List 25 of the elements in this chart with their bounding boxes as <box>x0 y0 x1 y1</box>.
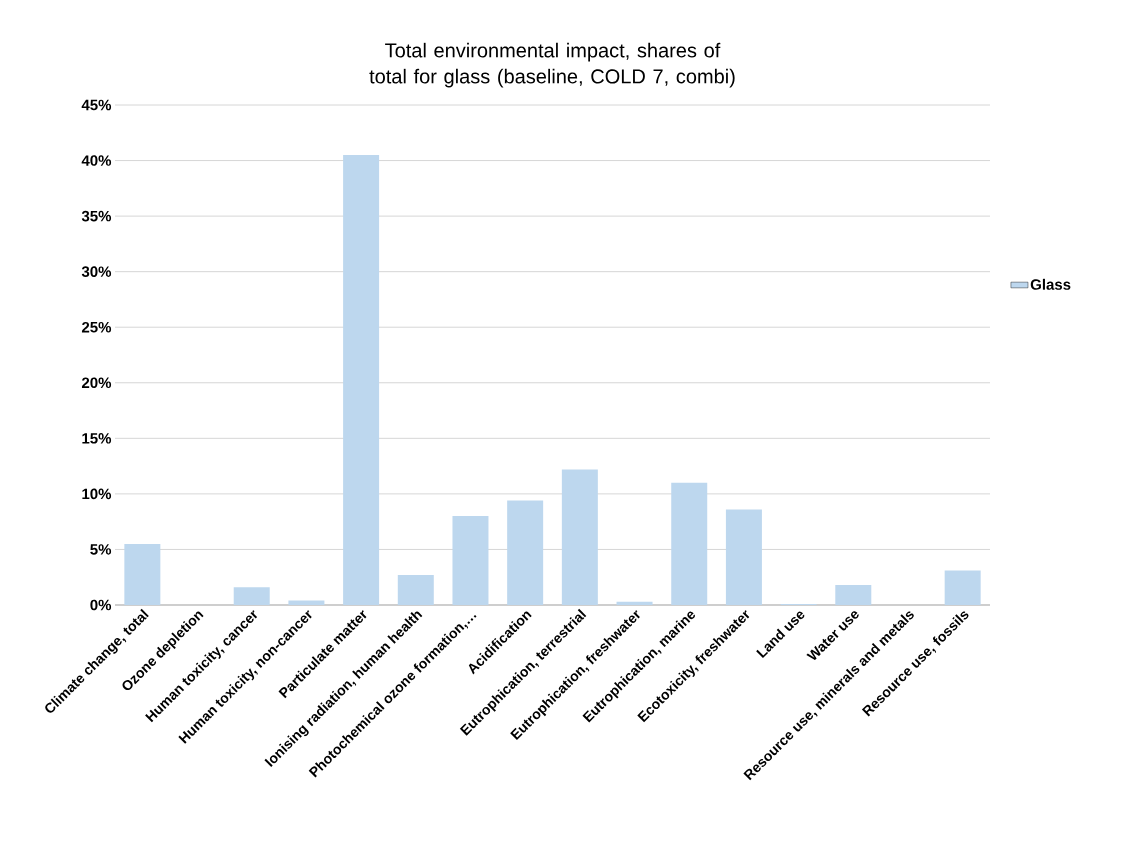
y-tick-label: 20% <box>81 377 112 389</box>
bar <box>397 575 434 605</box>
y-tick-label: 10% <box>82 488 112 500</box>
y-tick-label: 45% <box>81 99 112 111</box>
y-tick-label: 15% <box>82 433 112 444</box>
bar <box>233 587 270 605</box>
y-tick-label: 0% <box>90 599 112 611</box>
bar <box>725 509 762 605</box>
bar <box>944 570 981 605</box>
bar <box>616 601 653 605</box>
legend-label: Glass <box>1030 278 1071 290</box>
y-tick-label: 30% <box>81 266 112 277</box>
y-tick-label: 40% <box>81 155 112 166</box>
y-tick-label: 25% <box>81 321 112 333</box>
bar <box>671 482 708 605</box>
bar <box>507 500 544 605</box>
bar <box>835 585 872 605</box>
bar <box>343 155 380 605</box>
bar <box>561 469 598 605</box>
y-tick-label: 35% <box>81 210 112 222</box>
bar <box>124 543 161 605</box>
y-tick-label: 5% <box>90 544 112 555</box>
bar <box>288 600 325 605</box>
bar <box>452 516 489 605</box>
chart-title: Total environmental impact, shares of total for glass (baseline, COLD 7, combi) <box>369 42 735 88</box>
